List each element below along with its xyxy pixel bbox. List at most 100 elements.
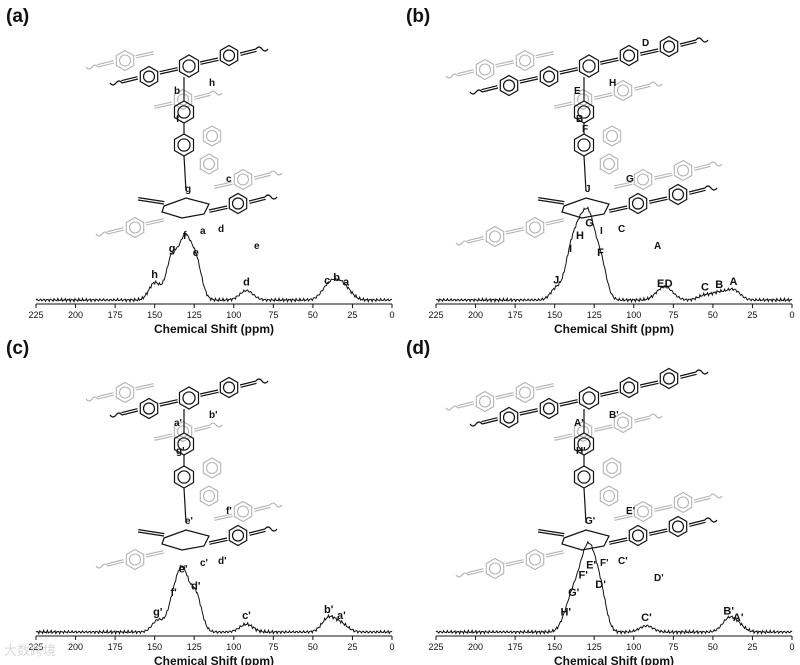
peak-label: J bbox=[553, 274, 559, 286]
bond-line bbox=[583, 487, 587, 524]
benzene-ring bbox=[602, 457, 622, 479]
bond-line bbox=[693, 495, 711, 501]
bond-line bbox=[248, 196, 266, 202]
bond-line bbox=[240, 382, 257, 388]
bond-line bbox=[537, 531, 565, 537]
x-tick-label: 200 bbox=[68, 310, 83, 320]
x-tick-label: 200 bbox=[68, 642, 83, 652]
bond-line bbox=[97, 60, 114, 66]
bond-line bbox=[145, 550, 164, 556]
aromatic-circle bbox=[616, 416, 630, 429]
peak-label: B' bbox=[723, 606, 734, 618]
aromatic-circle bbox=[636, 173, 650, 186]
bond-line bbox=[208, 537, 228, 543]
wavy-end bbox=[709, 493, 723, 499]
bond-line bbox=[609, 539, 628, 545]
bond-line bbox=[481, 87, 499, 93]
benzene-ring bbox=[139, 397, 159, 420]
aromatic-circle bbox=[622, 49, 636, 62]
bond-line bbox=[135, 51, 154, 57]
aromatic-circle bbox=[176, 93, 190, 106]
bond-line bbox=[519, 410, 539, 416]
x-tick-label: 75 bbox=[268, 642, 278, 652]
x-tick-label: 50 bbox=[708, 310, 718, 320]
benzene-ring bbox=[633, 500, 653, 523]
x-axis-label: Chemical Shift (ppm) bbox=[554, 322, 674, 336]
bond-line bbox=[209, 539, 228, 545]
structure-label: C' bbox=[618, 556, 628, 567]
aromatic-circle bbox=[177, 138, 191, 152]
x-tick-label: 50 bbox=[708, 642, 718, 652]
peak-label: G bbox=[585, 217, 594, 229]
x-tick-label: 0 bbox=[389, 642, 394, 652]
bond-line bbox=[535, 385, 555, 391]
benzene-ring bbox=[499, 406, 519, 429]
structure-label: f' bbox=[226, 506, 232, 517]
panel-svg: a'b'g'e'f'c' d'225 200 175 150 125 100 75 50 25 0C… bbox=[28, 376, 395, 665]
peak-label: d bbox=[243, 277, 250, 289]
bond-line bbox=[654, 174, 673, 180]
wavy-end bbox=[255, 378, 269, 384]
benzene-ring bbox=[178, 386, 200, 410]
bond-line bbox=[535, 53, 555, 59]
bond-line bbox=[107, 561, 125, 567]
bond-line bbox=[145, 218, 164, 224]
tilted-ring bbox=[561, 197, 610, 219]
x-tick-label: 0 bbox=[789, 642, 794, 652]
structure-label: G' bbox=[585, 516, 595, 527]
aromatic-circle bbox=[576, 93, 590, 106]
bond-line bbox=[107, 227, 124, 233]
wavy-end bbox=[695, 369, 709, 375]
peak-label: F' bbox=[578, 570, 588, 582]
aromatic-circle bbox=[528, 221, 542, 234]
structure-label: g' bbox=[176, 446, 185, 457]
benzene-ring bbox=[578, 54, 600, 78]
structure-label: F' bbox=[600, 558, 609, 569]
bond-line bbox=[633, 415, 651, 421]
x-tick-label: 75 bbox=[668, 642, 678, 652]
wavy-end bbox=[209, 90, 223, 96]
bond-line bbox=[679, 371, 697, 377]
bond-line bbox=[633, 83, 651, 89]
aromatic-circle bbox=[177, 105, 191, 119]
aromatic-circle bbox=[542, 70, 556, 83]
aromatic-circle bbox=[676, 164, 690, 177]
bond-line bbox=[239, 48, 257, 54]
benzene-ring bbox=[633, 168, 653, 191]
bond-line bbox=[559, 67, 578, 73]
panel-label: (b) bbox=[406, 6, 431, 27]
bond-line bbox=[545, 550, 564, 556]
aromatic-circle bbox=[671, 520, 685, 533]
bond-line bbox=[559, 401, 579, 407]
benzene-ring bbox=[573, 88, 593, 111]
bond-line bbox=[594, 426, 613, 432]
benzene-ring bbox=[199, 485, 219, 507]
bond-line bbox=[254, 174, 271, 180]
bond-line bbox=[481, 419, 499, 425]
bond-line bbox=[639, 380, 659, 386]
aromatic-circle bbox=[478, 395, 492, 408]
bond-line bbox=[559, 399, 578, 405]
peak-label: I bbox=[569, 243, 572, 255]
aromatic-circle bbox=[605, 461, 619, 475]
x-tick-label: 75 bbox=[668, 310, 678, 320]
aromatic-circle bbox=[602, 157, 616, 171]
benzene-ring bbox=[673, 491, 693, 514]
wavy-end bbox=[95, 563, 109, 569]
bond-line bbox=[467, 570, 485, 576]
benzene-ring bbox=[115, 381, 135, 404]
x-tick-label: 125 bbox=[587, 310, 602, 320]
bond-line bbox=[653, 172, 673, 178]
x-tick-label: 175 bbox=[108, 642, 123, 652]
bond-line bbox=[608, 205, 628, 211]
wavy-end bbox=[649, 413, 663, 419]
bond-line bbox=[248, 528, 266, 534]
structure-label: B bbox=[576, 114, 583, 125]
structure-label: C bbox=[618, 224, 625, 235]
bond-line bbox=[693, 163, 711, 169]
bond-line bbox=[614, 183, 633, 189]
bond-line bbox=[97, 62, 115, 68]
watermark-text: 大数跨境 bbox=[4, 644, 57, 659]
benzene-ring bbox=[485, 225, 505, 248]
aromatic-circle bbox=[577, 138, 591, 152]
